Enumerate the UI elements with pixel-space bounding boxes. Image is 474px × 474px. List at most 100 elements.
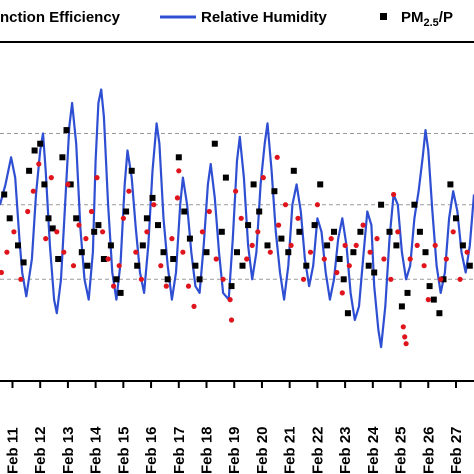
point-black-72 [416,228,423,235]
point-black-34 [181,208,188,215]
x-tick-label-3: Feb 14 [88,426,105,474]
point-black-74 [426,283,433,290]
point-red-22 [126,188,132,194]
point-black-56 [317,181,324,188]
point-black-37 [196,276,203,283]
point-black-41 [222,174,229,181]
point-black-49 [271,188,278,195]
point-black-9 [49,225,56,232]
point-black-68 [393,242,400,249]
point-red-44 [260,175,266,181]
point-red-28 [163,283,169,289]
point-red-66 [402,334,408,340]
point-black-32 [170,256,177,262]
point-red-50 [300,276,307,282]
x-tick-label-8: Feb 19 [226,426,243,474]
point-black-79 [453,215,459,222]
point-black-81 [466,262,473,269]
point-black-8 [45,215,52,222]
point-black-18 [95,222,102,229]
ticks-layer: Feb 11 Feb 12 Feb 13 Feb 14 Feb 15 Feb 16 Feb … [5,381,465,474]
point-red-65 [400,324,406,330]
point-black-53 [296,228,303,235]
point-red-57 [346,263,352,269]
point-black-17 [91,228,98,235]
point-red-56 [339,290,345,296]
point-black-7 [41,181,48,188]
point-black-39 [211,140,218,147]
point-red-53 [321,256,327,262]
point-black-57 [324,242,331,249]
x-tick-label-16: Feb 27 [448,426,465,474]
point-red-54 [328,236,334,242]
point-black-27 [143,215,150,222]
point-red-23 [133,249,139,255]
point-black-63 [357,228,364,235]
point-red-71 [425,297,431,303]
point-black-64 [365,262,372,269]
point-red-52 [314,202,320,208]
points-layer [0,127,473,347]
point-black-20 [107,242,114,249]
point-black-50 [278,235,285,242]
point-black-3 [20,259,27,266]
x-tick-label-15: Feb 26 [420,426,437,474]
point-red-40 [238,215,244,221]
point-black-1 [6,215,13,222]
point-black-70 [404,289,411,296]
point-black-66 [378,201,385,208]
point-black-31 [164,276,171,283]
point-black-52 [290,167,297,174]
point-red-36 [213,256,219,262]
x-tick-label-10: Feb 21 [282,426,299,474]
point-red-12 [70,263,77,269]
legend-label-1: Relative Humidity [201,9,328,26]
plot-frame [0,41,474,382]
point-red-41 [244,256,250,262]
point-red-37 [220,276,226,282]
x-tick-label-4: Feb 15 [115,426,132,474]
point-red-62 [381,256,387,262]
point-black-77 [440,276,447,283]
point-red-20 [116,263,122,269]
point-red-16 [94,175,100,181]
point-black-48 [264,242,271,249]
point-black-46 [250,181,257,188]
x-tick-label-1: Feb 12 [32,426,49,474]
point-black-0 [1,191,8,198]
point-red-67 [403,341,409,347]
point-black-15 [78,249,85,256]
point-red-82 [391,191,397,198]
point-black-51 [285,249,292,256]
point-black-42 [228,283,235,290]
legend-label-2-tail: /P [439,9,453,26]
point-black-54 [303,262,310,269]
point-black-45 [245,222,252,229]
point-red-70 [421,263,427,269]
point-red-30 [174,195,180,201]
point-red-18 [105,256,111,262]
x-tick-label-11: Feb 22 [309,426,326,474]
point-red-60 [367,249,373,255]
point-black-26 [139,242,146,249]
x-tick-label-12: Feb 23 [337,426,354,474]
x-tick-label-2: Feb 13 [60,426,77,474]
x-tick-label-5: Feb 16 [143,426,160,474]
x-tick-label-14: Feb 25 [393,426,410,474]
point-black-25 [134,262,141,269]
x-tick-label-0: Feb 11 [5,427,22,474]
point-black-22 [117,289,124,296]
point-black-16 [84,262,91,269]
point-red-63 [388,276,394,282]
point-red-47 [282,202,289,208]
point-red-10 [61,249,67,255]
point-black-76 [436,310,443,317]
point-black-62 [350,249,357,256]
point-red-14 [83,236,89,242]
point-red-64 [395,229,401,235]
point-red-29 [169,236,175,242]
point-black-12 [63,127,70,134]
legend-label-0: nction Efficiency [0,9,121,26]
legend-label-2-sub: 2.5 [424,17,439,29]
